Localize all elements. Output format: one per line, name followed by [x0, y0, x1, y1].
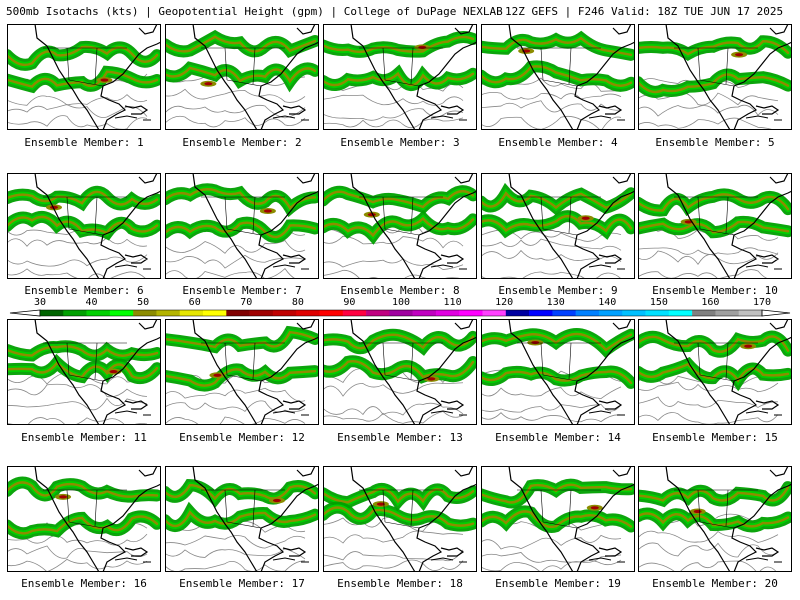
colorbar-swatch — [529, 310, 553, 316]
colorbar-swatch — [459, 310, 483, 316]
ensemble-member-label-1: Ensemble Member: 1 — [24, 136, 144, 149]
colorbar-tick-label: 70 — [240, 297, 253, 308]
ensemble-panel-5 — [638, 24, 792, 130]
colorbar-tick-label: 160 — [701, 297, 720, 308]
colorbar-swatch — [40, 310, 64, 316]
colorbar-swatch — [715, 310, 740, 316]
ensemble-member-label-5: Ensemble Member: 5 — [655, 136, 775, 149]
ensemble-panel-18 — [323, 466, 477, 572]
ensemble-member-label-11: Ensemble Member: 11 — [21, 431, 147, 444]
colorbar-swatch — [412, 310, 437, 316]
colorbar-swatch — [366, 310, 390, 316]
colorbar-tick-label: 90 — [343, 297, 356, 308]
colorbar-tick-label: 50 — [137, 297, 150, 308]
ensemble-member-label-12: Ensemble Member: 12 — [179, 431, 305, 444]
colorbar-right-arrow — [761, 309, 791, 317]
colorbar-swatch — [203, 310, 227, 316]
ensemble-member-label-6: Ensemble Member: 6 — [24, 284, 144, 297]
colorbar-tick-label: 60 — [188, 297, 201, 308]
colorbar-swatch — [342, 310, 367, 316]
ensemble-panel-19 — [481, 466, 635, 572]
ensemble-member-label-3: Ensemble Member: 3 — [340, 136, 460, 149]
colorbar-swatch — [389, 310, 413, 316]
colorbar-swatch — [738, 310, 763, 316]
colorbar-swatch — [692, 310, 716, 316]
ensemble-panel-4 — [481, 24, 635, 130]
ensemble-member-label-7: Ensemble Member: 7 — [182, 284, 302, 297]
ensemble-panel-20 — [638, 466, 792, 572]
ensemble-member-label-9: Ensemble Member: 9 — [498, 284, 618, 297]
colorbar-swatch — [156, 310, 181, 316]
colorbar-left-arrow — [9, 309, 41, 317]
colorbar-tick-label: 150 — [649, 297, 668, 308]
colorbar-swatch — [668, 310, 693, 316]
ensemble-panel-15 — [638, 319, 792, 425]
ensemble-panel-1 — [7, 24, 161, 130]
colorbar-tick-label: 100 — [391, 297, 411, 308]
ensemble-member-label-4: Ensemble Member: 4 — [498, 136, 618, 149]
ensemble-panel-11 — [7, 319, 161, 425]
colorbar-swatch — [179, 310, 204, 316]
colorbar-swatch — [505, 310, 530, 316]
colorbar-swatch — [249, 310, 274, 316]
ensemble-panel-7 — [165, 173, 319, 279]
ensemble-member-label-13: Ensemble Member: 13 — [337, 431, 463, 444]
colorbar-swatch — [226, 310, 250, 316]
ensemble-panel-17 — [165, 466, 319, 572]
colorbar-tick-label: 120 — [495, 297, 514, 308]
ensemble-member-label-18: Ensemble Member: 18 — [337, 577, 463, 590]
colorbar-swatch — [622, 310, 646, 316]
ensemble-panel-13 — [323, 319, 477, 425]
colorbar-swatch — [133, 310, 157, 316]
colorbar-swatch — [645, 310, 670, 316]
ensemble-panel-14 — [481, 319, 635, 425]
ensemble-panel-10 — [638, 173, 792, 279]
colorbar-tick-label: 130 — [546, 297, 565, 308]
ensemble-member-label-10: Ensemble Member: 10 — [652, 284, 778, 297]
ensemble-member-label-17: Ensemble Member: 17 — [179, 577, 305, 590]
isotach-colorbar — [9, 309, 791, 317]
colorbar-swatch — [86, 310, 111, 316]
colorbar-swatch — [435, 310, 460, 316]
ensemble-member-label-8: Ensemble Member: 8 — [340, 284, 460, 297]
colorbar-swatch — [575, 310, 600, 316]
colorbar-tick-label: 30 — [33, 297, 47, 308]
ensemble-member-label-15: Ensemble Member: 15 — [652, 431, 778, 444]
colorbar-swatch — [598, 310, 623, 316]
header-title-right: 12Z GEFS | F246 Valid: 18Z TUE JUN 17 20… — [505, 5, 784, 18]
ensemble-panel-6 — [7, 173, 161, 279]
header-title-left: 500mb Isotachs (kts) | Geopotential Heig… — [6, 5, 503, 18]
colorbar-swatch — [482, 310, 507, 316]
ensemble-panel-9 — [481, 173, 635, 279]
colorbar-tick-label: 110 — [443, 297, 462, 308]
ensemble-member-label-2: Ensemble Member: 2 — [182, 136, 302, 149]
ensemble-member-label-20: Ensemble Member: 20 — [652, 577, 778, 590]
colorbar-swatch — [319, 310, 344, 316]
ensemble-panel-3 — [323, 24, 477, 130]
ensemble-panel-2 — [165, 24, 319, 130]
colorbar-tick-label: 170 — [752, 297, 772, 308]
ensemble-member-label-14: Ensemble Member: 14 — [495, 431, 621, 444]
colorbar-swatch — [296, 310, 320, 316]
colorbar-tick-label: 140 — [598, 297, 617, 308]
colorbar-tick-label: 40 — [85, 297, 98, 308]
ensemble-member-label-16: Ensemble Member: 16 — [21, 577, 147, 590]
ensemble-panel-8 — [323, 173, 477, 279]
ensemble-panel-12 — [165, 319, 319, 425]
colorbar-swatch — [552, 310, 576, 316]
colorbar-swatch — [109, 310, 134, 316]
colorbar-tick-label: 80 — [291, 297, 304, 308]
ensemble-member-label-19: Ensemble Member: 19 — [495, 577, 621, 590]
colorbar-swatch — [63, 310, 87, 316]
ensemble-panel-16 — [7, 466, 161, 572]
colorbar-swatch — [272, 310, 297, 316]
